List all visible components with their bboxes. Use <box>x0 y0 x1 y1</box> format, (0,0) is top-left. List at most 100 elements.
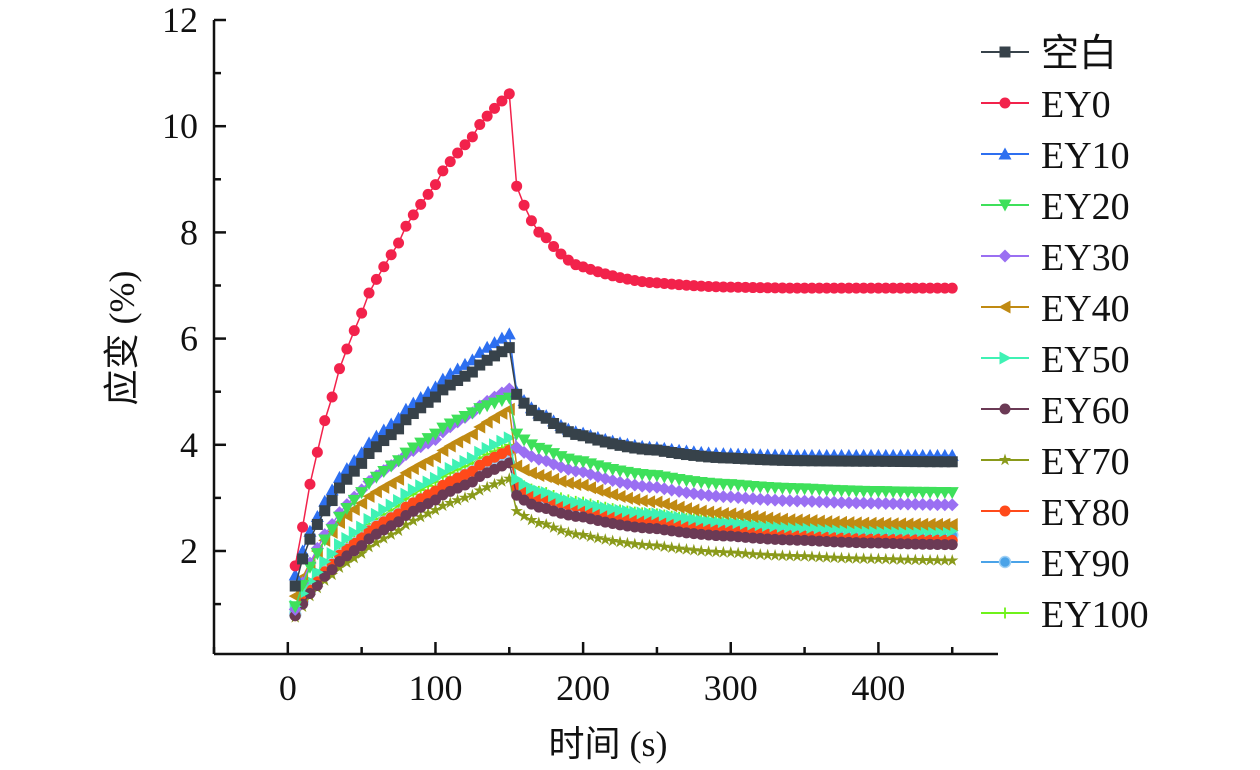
legend-label: 空白 <box>1041 33 1117 75</box>
data-point <box>547 448 561 461</box>
data-point <box>725 452 737 464</box>
data-point <box>945 487 959 500</box>
data-point <box>894 553 907 565</box>
data-point <box>812 495 826 509</box>
data-point <box>436 443 449 457</box>
data-point <box>739 491 753 505</box>
data-point <box>511 388 523 400</box>
data-point <box>422 396 434 408</box>
data-point <box>489 102 501 114</box>
data-point <box>518 397 530 409</box>
data-point <box>466 488 479 501</box>
data-point <box>716 490 730 504</box>
data-point <box>798 549 811 562</box>
data-point <box>333 561 346 573</box>
data-point <box>607 438 619 450</box>
data-point <box>310 548 324 561</box>
data-point <box>524 439 538 452</box>
data-point <box>746 547 760 560</box>
data-point <box>503 342 515 354</box>
data-point <box>503 88 515 100</box>
legend-marker <box>999 46 1011 58</box>
data-point <box>289 580 301 592</box>
data-point <box>628 493 641 507</box>
y-tick-label: 6 <box>180 319 198 359</box>
legend-marker <box>998 147 1012 160</box>
data-point <box>437 165 449 177</box>
legend-item: EY80 <box>981 492 1130 534</box>
data-point <box>865 455 877 467</box>
data-point <box>473 403 487 416</box>
x-tick-label: 300 <box>704 668 758 708</box>
data-point <box>901 553 915 566</box>
data-point <box>820 495 834 509</box>
data-point <box>776 454 788 466</box>
legend-label: EY40 <box>1041 288 1130 330</box>
data-point <box>635 479 649 493</box>
data-point <box>753 510 766 524</box>
data-point <box>651 507 664 521</box>
data-point <box>474 445 487 459</box>
data-point <box>465 407 479 420</box>
data-point <box>318 534 332 547</box>
data-point <box>489 438 502 452</box>
data-point <box>444 496 457 509</box>
data-point <box>731 490 745 504</box>
data-point <box>850 552 863 564</box>
data-point <box>325 524 339 537</box>
data-point <box>304 587 316 599</box>
data-point <box>561 476 574 490</box>
data-point <box>326 547 339 561</box>
data-point <box>857 496 871 510</box>
data-point <box>399 466 412 480</box>
data-point <box>790 513 803 527</box>
data-point <box>362 477 376 490</box>
data-point <box>923 553 937 566</box>
data-point <box>562 494 575 508</box>
data-point <box>465 427 478 441</box>
data-point <box>828 455 840 467</box>
data-point <box>850 455 862 467</box>
data-point <box>731 508 744 522</box>
data-point <box>415 479 428 493</box>
data-point <box>319 415 331 427</box>
data-point <box>466 366 478 378</box>
data-point <box>481 110 493 122</box>
data-point <box>407 408 419 420</box>
data-point <box>495 331 509 344</box>
data-point <box>864 552 878 565</box>
data-point <box>747 453 759 465</box>
data-point <box>930 498 944 512</box>
x-ticks: 0 100 200 300 400 <box>212 642 954 708</box>
data-point <box>769 454 781 466</box>
data-point <box>761 548 774 561</box>
data-point <box>776 549 789 562</box>
legend-item: EY0 <box>981 84 1111 126</box>
data-point <box>687 503 700 517</box>
data-point <box>473 420 486 434</box>
data-point <box>621 441 633 453</box>
data-point <box>495 395 509 408</box>
data-point <box>694 488 708 502</box>
data-point <box>489 350 501 362</box>
data-point <box>422 188 434 200</box>
data-point <box>503 431 516 445</box>
data-point <box>443 418 457 431</box>
y-ticks: 2 4 6 8 10 12 <box>162 0 226 606</box>
data-point <box>385 498 398 512</box>
data-point <box>739 509 752 523</box>
data-point <box>429 503 442 516</box>
data-point <box>459 370 471 382</box>
data-point <box>415 198 427 210</box>
data-point <box>702 505 715 519</box>
data-point <box>518 199 530 211</box>
plot-area <box>288 88 959 623</box>
data-point <box>834 495 848 509</box>
data-point <box>938 517 951 531</box>
data-point <box>518 477 531 491</box>
data-point <box>369 485 382 499</box>
data-point <box>348 526 361 540</box>
data-point <box>680 511 693 525</box>
data-point <box>895 455 907 467</box>
data-point <box>356 307 368 319</box>
